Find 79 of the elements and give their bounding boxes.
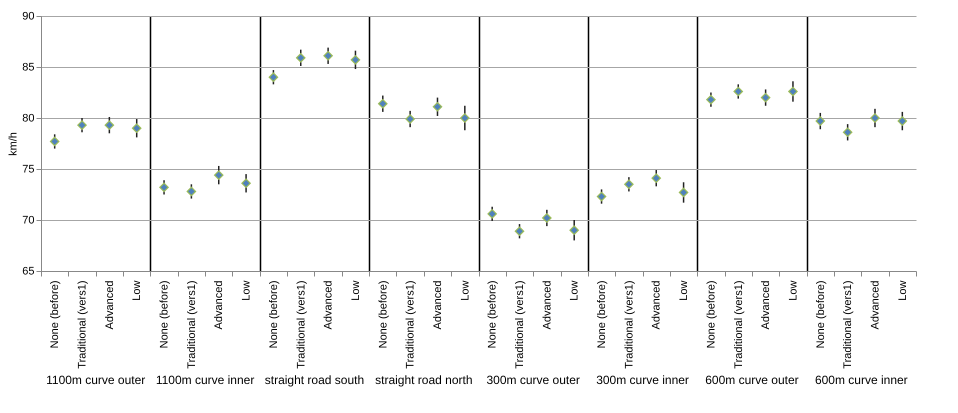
text: 300m curve outer: [486, 373, 580, 387]
point: [651, 173, 662, 183]
text: straight road north: [375, 373, 473, 387]
point: [842, 127, 852, 138]
point: [788, 86, 798, 96]
x-tick-label: Low: [568, 280, 581, 301]
text: 600m curve inner: [814, 373, 908, 387]
x-tick-label: Traditional (vers1): [404, 280, 417, 369]
text: 1100m curve outer: [46, 373, 146, 387]
y-tick-label: 90: [22, 10, 34, 22]
point: [760, 92, 770, 102]
point: [542, 213, 552, 223]
text: straight road south: [264, 373, 364, 387]
y-axis-title: km/h: [7, 132, 20, 156]
x-tick-label: None (before): [814, 280, 827, 348]
x-tick-label: None (before): [158, 280, 171, 348]
x-tick-label: Traditional (vers1): [514, 280, 526, 369]
x-tick-label: Traditional (vers1): [623, 280, 636, 369]
x-tick-label: Advanced: [213, 280, 226, 330]
y-tick-label: 85: [22, 62, 34, 74]
x-tick-label: Advanced: [322, 280, 335, 330]
point: [569, 225, 579, 235]
point: [460, 113, 470, 123]
x-tick-label: Low: [240, 280, 253, 301]
x-tick-label: None (before): [49, 280, 62, 348]
x-tick-label: Low: [678, 280, 690, 301]
x-tick-label: None (before): [705, 280, 718, 348]
point: [514, 226, 524, 236]
y-tick-label: 70: [22, 214, 34, 226]
point: [159, 182, 169, 192]
point: [323, 50, 333, 61]
point: [816, 116, 826, 126]
point: [624, 180, 634, 190]
point: [296, 53, 306, 63]
point: [350, 55, 360, 65]
y-tick-label: 75: [22, 164, 34, 176]
x-tick-label: Low: [787, 280, 800, 301]
y-tick-label: 65: [22, 266, 34, 278]
x-tick-label: Low: [131, 280, 144, 301]
point: [268, 72, 278, 82]
point: [378, 98, 388, 109]
point: [132, 123, 142, 133]
x-tick-label: None (before): [377, 280, 390, 348]
text: 1100m curve inner: [156, 373, 254, 387]
x-tick-label: Traditional (vers1): [186, 280, 198, 369]
x-tick-label: None (before): [486, 280, 499, 348]
point: [706, 94, 716, 104]
x-tick-label: Advanced: [760, 280, 772, 330]
x-tick-label: Traditional (vers1): [842, 280, 854, 369]
point: [241, 178, 251, 188]
point: [678, 188, 688, 198]
y-tick-label: 80: [22, 112, 34, 124]
point: [50, 136, 60, 146]
x-tick-label: Advanced: [432, 280, 444, 330]
point: [104, 120, 114, 130]
x-tick-label: Traditional (vers1): [732, 280, 745, 369]
x-tick-label: Advanced: [650, 280, 663, 330]
x-tick-label: Low: [896, 280, 909, 301]
x-tick-label: Low: [350, 280, 362, 301]
point: [186, 186, 196, 196]
x-tick-label: None (before): [268, 280, 280, 348]
x-tick-label: None (before): [596, 280, 608, 348]
point: [77, 120, 87, 130]
x-tick-label: Advanced: [541, 280, 554, 330]
point: [596, 192, 606, 202]
point: [870, 113, 880, 123]
x-tick-label: Low: [459, 280, 472, 301]
x-tick-label: Traditional (vers1): [76, 280, 89, 369]
point: [733, 86, 744, 96]
point: [214, 170, 224, 180]
point: [487, 209, 497, 219]
text: 600m curve outer: [705, 373, 799, 387]
x-tick-label: Advanced: [869, 280, 882, 330]
point: [898, 116, 908, 126]
text: 300m curve inner: [596, 373, 689, 387]
point: [405, 114, 415, 124]
x-tick-label: Traditional (vers1): [295, 280, 308, 369]
x-tick-label: Advanced: [104, 280, 116, 330]
point: [432, 102, 442, 112]
